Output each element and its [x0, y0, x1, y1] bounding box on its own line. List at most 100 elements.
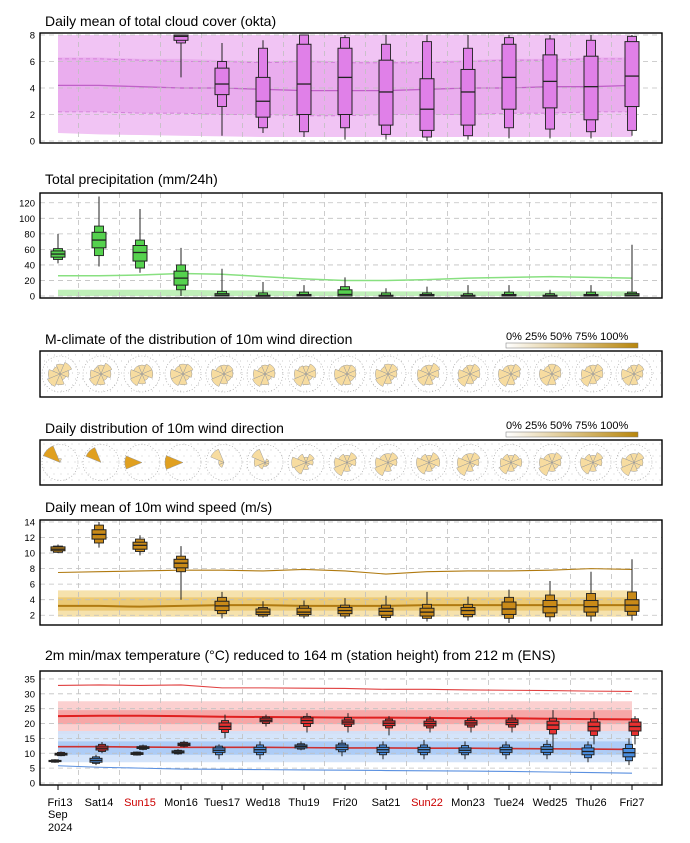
rose-daily-texture-dot — [347, 449, 349, 451]
rose-mclimate-texture-dot — [191, 384, 192, 386]
rose-mclimate-texture-dot — [495, 390, 496, 392]
rose-mclimate-texture-dot — [439, 378, 440, 380]
rose-daily-texture-dot — [634, 473, 636, 475]
rose-daily-texture-dot — [403, 473, 405, 475]
rose-daily-texture-dot — [473, 449, 475, 451]
rose-daily-texture-dot — [645, 467, 647, 469]
rose-daily-texture-dot — [368, 461, 370, 463]
rose-mclimate-texture-dot — [124, 390, 125, 392]
rose-mclimate-texture-dot — [537, 390, 538, 392]
rose-daily-texture-dot — [309, 467, 311, 469]
rose-mclimate-texture-dot — [103, 354, 104, 356]
rose-daily-texture-dot — [116, 473, 118, 475]
rose-mclimate-texture-dot — [618, 384, 619, 386]
rose-mclimate-texture-dot — [653, 372, 654, 374]
rose-mclimate-texture-dot — [355, 390, 356, 392]
rose-daily-texture-dot — [46, 461, 48, 463]
rose-mclimate-texture-dot — [152, 354, 153, 356]
rose-mclimate-texture-dot — [166, 390, 167, 392]
rose-daily-texture-dot — [641, 473, 643, 475]
rose-daily-texture-dot — [512, 443, 514, 445]
rose-mclimate-texture-dot — [390, 390, 391, 392]
rose-daily-texture-dot — [631, 443, 633, 445]
rose-daily-texture-dot — [568, 467, 570, 469]
rose-mclimate-texture-dot — [394, 360, 395, 362]
rose-daily-texture-dot — [333, 473, 335, 475]
rose-mclimate-texture-dot — [317, 360, 318, 362]
rose-mclimate-texture-dot — [338, 360, 339, 362]
rose-mclimate-texture-dot — [243, 354, 244, 356]
rose-mclimate-texture-dot — [47, 354, 48, 356]
rose-mclimate-texture-dot — [355, 354, 356, 356]
rose-daily-texture-dot — [281, 443, 283, 445]
rose-mclimate-texture-dot — [198, 372, 199, 374]
rose-daily-texture-dot — [466, 473, 468, 475]
rose-daily-texture-dot — [263, 473, 265, 475]
rose-daily-texture-dot — [368, 473, 370, 475]
rose-mclimate-texture-dot — [75, 378, 76, 380]
rose-daily-texture-dot — [155, 455, 157, 457]
rose-daily-rose-sector — [251, 448, 266, 463]
rose-mclimate-texture-dot — [474, 390, 475, 392]
rose-daily-texture-dot — [246, 467, 248, 469]
rose-mclimate-texture-dot — [289, 372, 290, 374]
rose-daily-texture-dot — [410, 473, 412, 475]
rose-daily-texture-dot — [613, 449, 615, 451]
rose-mclimate-rose-sector — [469, 363, 481, 375]
rose-mclimate-texture-dot — [156, 360, 157, 362]
rose-mclimate-rose-sector — [334, 368, 348, 380]
rose-daily-texture-dot — [491, 443, 493, 445]
rose-daily-texture-dot — [396, 449, 398, 451]
rose-daily-texture-dot — [613, 473, 615, 475]
rose-mclimate-texture-dot — [625, 360, 626, 362]
rose-daily-texture-dot — [396, 473, 398, 475]
rose-mclimate-texture-dot — [642, 390, 643, 392]
rose-mclimate-texture-dot — [404, 390, 405, 392]
x-label-year: 2024 — [48, 822, 72, 834]
rose-mclimate-texture-dot — [576, 384, 577, 386]
rose-mclimate-texture-dot — [68, 354, 69, 356]
rose-daily-texture-dot — [645, 443, 647, 445]
rose-daily-texture-dot — [659, 455, 661, 457]
rose-mclimate-texture-dot — [660, 360, 661, 362]
rose-daily-texture-dot — [484, 479, 486, 481]
rose-mclimate-rose-sector — [428, 362, 441, 375]
rose-mclimate-texture-dot — [121, 384, 122, 386]
rose-daily-rose-sector — [592, 458, 603, 467]
plot-layer: 0246802040608010012024681012140510152025… — [19, 31, 663, 809]
rose-daily-texture-dot — [204, 455, 206, 457]
rose-mclimate-texture-dot — [593, 390, 594, 392]
rose-daily-rose-sector — [621, 457, 635, 468]
rose-mclimate-texture-dot — [61, 390, 62, 392]
rose-mclimate-texture-dot — [79, 372, 80, 374]
rose-daily-texture-dot — [148, 455, 150, 457]
rose-mclimate-rose-sector — [380, 366, 389, 375]
rose-daily-texture-dot — [179, 449, 181, 451]
rose-daily-texture-dot — [494, 461, 496, 463]
tmin-climate-p1-line — [57, 765, 633, 774]
rose-mclimate-texture-dot — [341, 354, 342, 356]
rose-daily-texture-dot — [400, 479, 402, 481]
rose-mclimate-texture-dot — [194, 390, 195, 392]
rose-mclimate-rose-sector — [469, 369, 481, 379]
rose-daily-texture-dot — [284, 461, 286, 463]
rose-mclimate-texture-dot — [271, 354, 272, 356]
rose-mclimate-texture-dot — [110, 378, 111, 380]
rose-mclimate-texture-dot — [163, 372, 164, 374]
rose-daily-texture-dot — [505, 443, 507, 445]
rose-mclimate-texture-dot — [86, 384, 87, 386]
rose-mclimate-texture-dot — [362, 354, 363, 356]
rose-daily-texture-dot — [659, 467, 661, 469]
rose-daily-texture-dot — [361, 449, 363, 451]
rose-daily-texture-dot — [214, 449, 216, 451]
rose-daily-texture-dot — [235, 461, 237, 463]
rose-mclimate-rose-sector — [633, 370, 644, 378]
rose-mclimate-rose-sector — [52, 366, 61, 375]
rose-daily-texture-dot — [179, 473, 181, 475]
rose-daily-texture-dot — [260, 479, 262, 481]
rose-mclimate-texture-dot — [572, 366, 573, 368]
rose-mclimate-texture-dot — [194, 354, 195, 356]
rose-mclimate-texture-dot — [579, 354, 580, 356]
rose-mclimate-texture-dot — [236, 354, 237, 356]
rose-mclimate-texture-dot — [51, 360, 52, 362]
